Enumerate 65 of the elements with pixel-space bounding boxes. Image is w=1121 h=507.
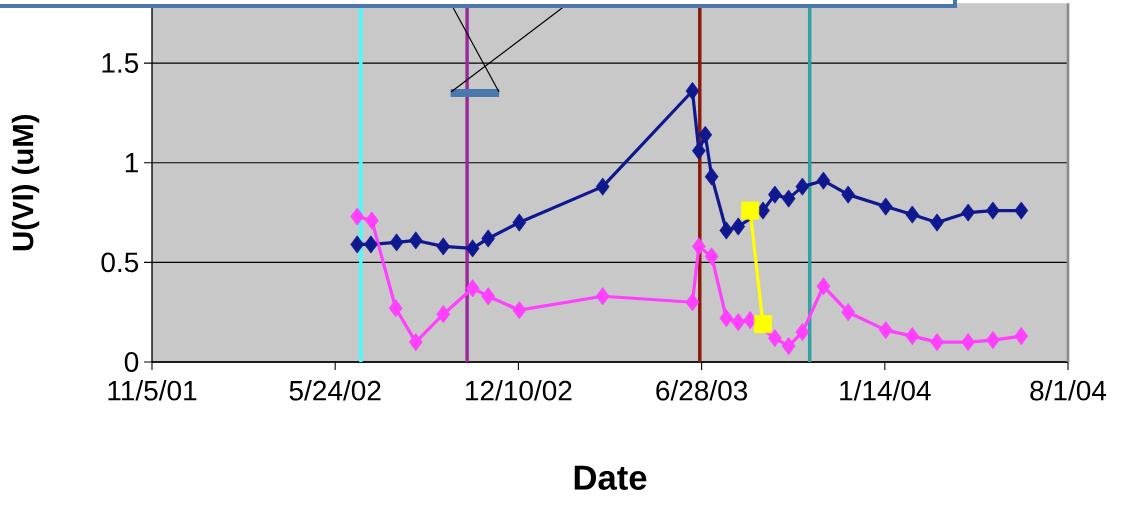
point — [719, 221, 734, 240]
point — [481, 287, 496, 306]
point — [719, 309, 734, 328]
y-tick-label: 0 — [124, 352, 139, 372]
point — [1014, 327, 1029, 346]
point — [512, 301, 527, 320]
x-axis-title: Date — [574, 465, 647, 490]
point — [1014, 201, 1029, 220]
point — [350, 235, 365, 254]
x-tick-label: 12/10/02 — [466, 380, 572, 401]
point — [816, 277, 831, 296]
point — [741, 201, 760, 220]
point — [365, 211, 379, 230]
point — [364, 235, 378, 254]
point — [878, 197, 893, 216]
point — [481, 229, 496, 248]
point — [595, 287, 610, 306]
point — [704, 247, 719, 266]
point — [841, 303, 856, 322]
x-tick-label: 6/28/03 — [656, 380, 748, 401]
x-tick-label: 5/24/02 — [289, 380, 381, 401]
x-tick-label: 11/5/01 — [108, 380, 197, 401]
point — [350, 207, 365, 226]
point — [408, 333, 423, 352]
point — [698, 125, 713, 144]
point — [389, 233, 404, 252]
point — [961, 203, 976, 222]
point — [595, 177, 610, 196]
point — [930, 333, 944, 352]
point — [436, 305, 451, 324]
point — [465, 279, 480, 298]
point — [795, 177, 810, 196]
point — [781, 189, 796, 208]
point — [795, 323, 810, 342]
x-tick-label: 1/14/04 — [840, 380, 931, 401]
y-tick-label: 1 — [125, 153, 138, 173]
point — [388, 299, 403, 318]
point — [986, 201, 1000, 220]
point — [905, 327, 920, 346]
y-tick-label: 0.5 — [101, 252, 139, 273]
point — [704, 167, 719, 186]
point — [753, 315, 772, 334]
point — [692, 237, 706, 256]
point — [731, 217, 746, 236]
point — [878, 321, 893, 340]
point — [841, 185, 856, 204]
point — [905, 205, 920, 224]
point — [961, 333, 976, 352]
point — [685, 82, 700, 101]
y-tick-label: 1.5 — [102, 53, 139, 73]
point — [436, 237, 451, 256]
point — [512, 213, 527, 232]
point — [986, 331, 1000, 350]
point — [685, 293, 700, 312]
point — [768, 329, 782, 348]
x-tick-label: 8/1/04 — [1030, 380, 1107, 401]
point — [781, 337, 796, 356]
y-axis-title: U(VI) (uM) — [11, 114, 40, 251]
point — [930, 213, 944, 232]
point — [408, 231, 423, 250]
point — [465, 239, 480, 258]
point — [731, 313, 746, 332]
point — [816, 171, 831, 190]
point — [768, 185, 782, 204]
point — [692, 141, 706, 160]
